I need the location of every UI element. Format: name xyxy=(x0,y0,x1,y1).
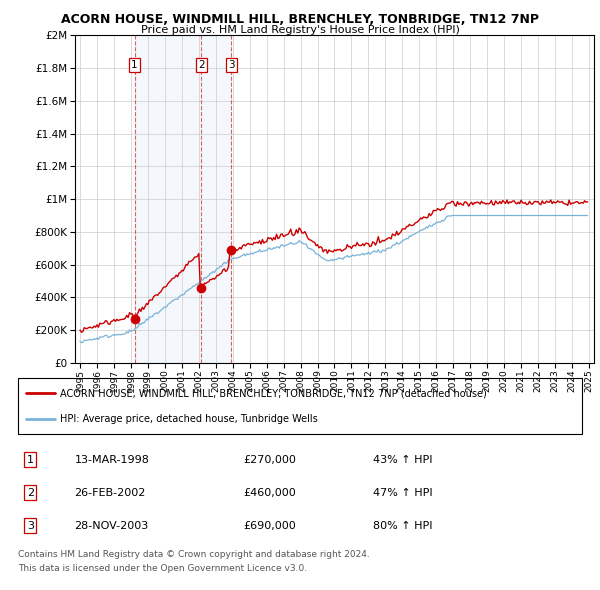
Text: 26-FEB-2002: 26-FEB-2002 xyxy=(74,488,146,498)
Text: 13-MAR-1998: 13-MAR-1998 xyxy=(74,455,149,464)
Text: Contains HM Land Registry data © Crown copyright and database right 2024.: Contains HM Land Registry data © Crown c… xyxy=(18,550,370,559)
Text: 1: 1 xyxy=(27,455,34,464)
Text: £690,000: £690,000 xyxy=(244,521,296,531)
Text: 47% ↑ HPI: 47% ↑ HPI xyxy=(373,488,433,498)
Text: HPI: Average price, detached house, Tunbridge Wells: HPI: Average price, detached house, Tunb… xyxy=(60,414,318,424)
Text: This data is licensed under the Open Government Licence v3.0.: This data is licensed under the Open Gov… xyxy=(18,564,307,573)
Text: ACORN HOUSE, WINDMILL HILL, BRENCHLEY, TONBRIDGE, TN12 7NP (detached house): ACORN HOUSE, WINDMILL HILL, BRENCHLEY, T… xyxy=(60,388,487,398)
Text: 43% ↑ HPI: 43% ↑ HPI xyxy=(373,455,433,464)
Text: £270,000: £270,000 xyxy=(244,455,296,464)
Text: £460,000: £460,000 xyxy=(244,488,296,498)
Text: 1: 1 xyxy=(131,60,138,70)
Text: 2: 2 xyxy=(27,488,34,498)
Bar xyxy=(134,35,231,363)
Text: 3: 3 xyxy=(27,521,34,531)
Text: 2: 2 xyxy=(198,60,205,70)
Text: Price paid vs. HM Land Registry's House Price Index (HPI): Price paid vs. HM Land Registry's House … xyxy=(140,25,460,35)
Text: ACORN HOUSE, WINDMILL HILL, BRENCHLEY, TONBRIDGE, TN12 7NP: ACORN HOUSE, WINDMILL HILL, BRENCHLEY, T… xyxy=(61,13,539,26)
Text: 28-NOV-2003: 28-NOV-2003 xyxy=(74,521,149,531)
Text: 80% ↑ HPI: 80% ↑ HPI xyxy=(373,521,433,531)
Text: 3: 3 xyxy=(228,60,235,70)
